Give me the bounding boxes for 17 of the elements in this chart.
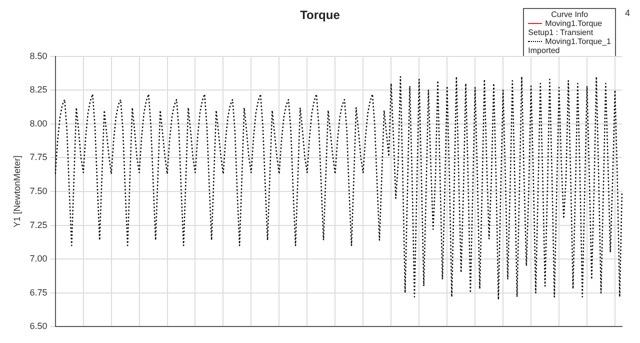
- y-tick-label: 8.00: [30, 118, 48, 128]
- y-tick-label: 7.75: [30, 152, 48, 162]
- legend-label: Moving1.Torque_1: [545, 37, 611, 46]
- text: Imported: [528, 46, 561, 55]
- legend-label: Moving1.Torque: [545, 19, 602, 28]
- y-tick-label: 6.50: [30, 321, 48, 332]
- y-tick-label: 7.25: [30, 220, 48, 230]
- text: 4: [624, 8, 630, 18]
- legend-title: Curve Info: [550, 10, 590, 19]
- y-tick-label: 7.00: [30, 254, 48, 264]
- y-tick-label: 6.75: [30, 287, 48, 298]
- y-tick-label: 8.25: [30, 84, 48, 95]
- y-axis-title: Y1 [NewtonMeter]: [12, 155, 22, 228]
- chart-title: Torque: [300, 8, 340, 22]
- text: Setup1 : Transient: [528, 28, 594, 37]
- y-tick-label: 7.50: [30, 186, 48, 196]
- y-tick-label: 8.50: [30, 50, 48, 61]
